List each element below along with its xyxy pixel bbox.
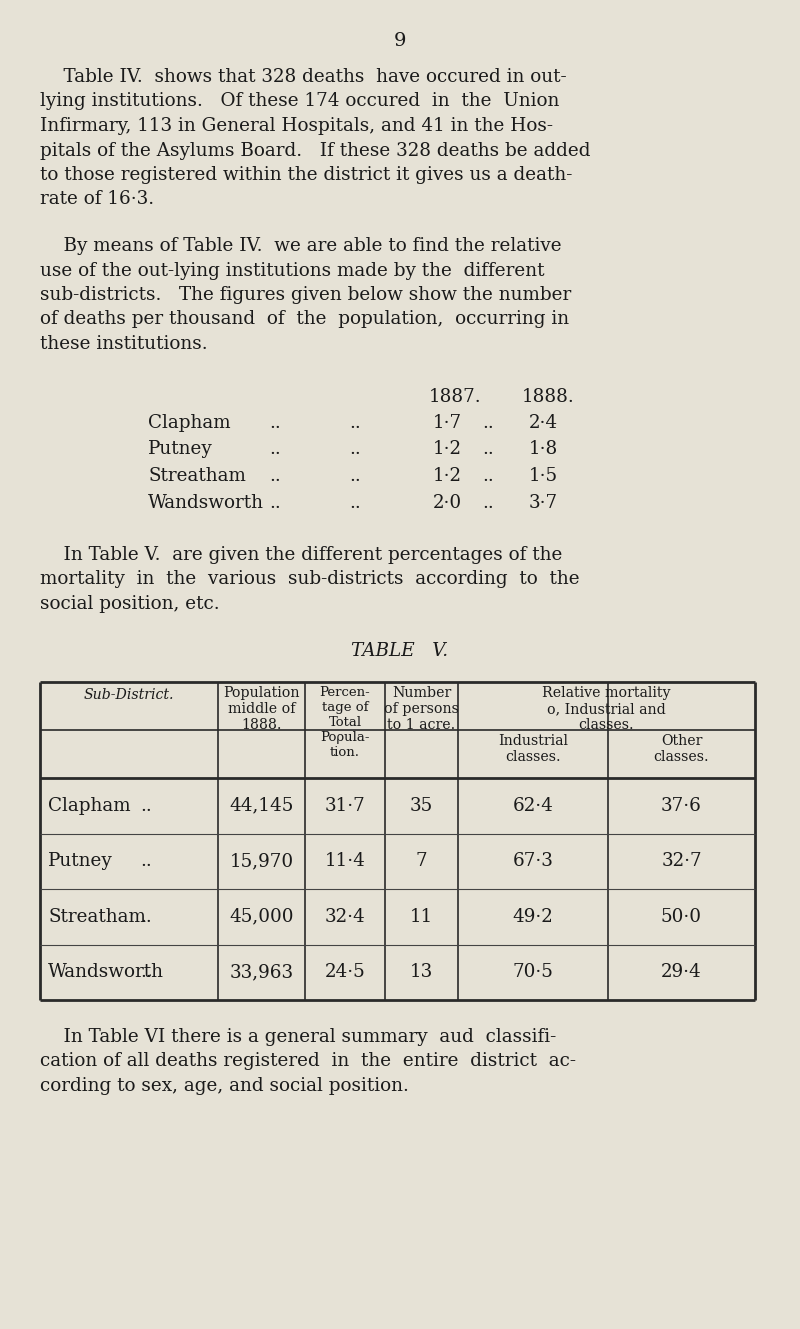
Text: use of the out-lying institutions made by the  different: use of the out-lying institutions made b… xyxy=(40,262,545,279)
Text: 44,145: 44,145 xyxy=(230,797,294,815)
Text: 1888.: 1888. xyxy=(522,388,574,405)
Text: 1·8: 1·8 xyxy=(528,440,558,459)
Text: 31·7: 31·7 xyxy=(325,797,366,815)
Text: 13: 13 xyxy=(410,964,433,981)
Text: these institutions.: these institutions. xyxy=(40,335,208,354)
Text: ..: .. xyxy=(269,440,281,459)
Text: Streatham: Streatham xyxy=(48,908,146,926)
Text: ..: .. xyxy=(269,466,281,485)
Text: ..: .. xyxy=(349,415,361,432)
Text: to those registered within the district it gives us a death-: to those registered within the district … xyxy=(40,166,572,183)
Text: Sub-District.: Sub-District. xyxy=(84,688,174,702)
Text: Putney: Putney xyxy=(48,852,113,870)
Text: By means of Table IV.  we are able to find the relative: By means of Table IV. we are able to fin… xyxy=(40,237,562,255)
Text: 2·4: 2·4 xyxy=(529,415,558,432)
Text: 62·4: 62·4 xyxy=(513,797,554,815)
Text: 15,970: 15,970 xyxy=(230,852,294,870)
Text: Other
classes.: Other classes. xyxy=(654,734,710,764)
Text: cording to sex, age, and social position.: cording to sex, age, and social position… xyxy=(40,1076,409,1095)
Text: 32·4: 32·4 xyxy=(325,908,366,926)
Text: 67·3: 67·3 xyxy=(513,852,554,870)
Text: In Table VI there is a general summary  aud  classifi-: In Table VI there is a general summary a… xyxy=(40,1029,556,1046)
Text: mortality  in  the  various  sub-districts  according  to  the: mortality in the various sub-districts a… xyxy=(40,570,580,589)
Text: 1·2: 1·2 xyxy=(433,440,462,459)
Text: 3·7: 3·7 xyxy=(529,493,558,512)
Text: Wandsworth: Wandsworth xyxy=(48,964,164,981)
Text: Relative mortality
o, Industrial and
classes.: Relative mortality o, Industrial and cla… xyxy=(542,686,670,732)
Text: ..: .. xyxy=(482,440,494,459)
Text: ..: .. xyxy=(140,797,152,815)
Text: Clapham: Clapham xyxy=(148,415,230,432)
Text: lying institutions.   Of these 174 occured  in  the  Union: lying institutions. Of these 174 occured… xyxy=(40,93,559,110)
Text: Percen-
tage of
Total
Poρula-
tion.: Percen- tage of Total Poρula- tion. xyxy=(320,686,370,759)
Text: ..: .. xyxy=(349,440,361,459)
Text: rate of 16·3.: rate of 16·3. xyxy=(40,190,154,209)
Text: social position, etc.: social position, etc. xyxy=(40,595,220,613)
Text: In Table V.  are given the different percentages of the: In Table V. are given the different perc… xyxy=(40,546,562,563)
Text: 11: 11 xyxy=(410,908,433,926)
Text: Streatham: Streatham xyxy=(148,466,246,485)
Text: 7: 7 xyxy=(416,852,427,870)
Text: Industrial
classes.: Industrial classes. xyxy=(498,734,568,764)
Text: 1·7: 1·7 xyxy=(433,415,462,432)
Text: ..: .. xyxy=(140,852,152,870)
Text: 1·2: 1·2 xyxy=(433,466,462,485)
Text: TABLE   V.: TABLE V. xyxy=(351,642,449,659)
Text: 37·6: 37·6 xyxy=(661,797,702,815)
Text: 1887.: 1887. xyxy=(429,388,482,405)
Text: ..: .. xyxy=(269,493,281,512)
Text: Infirmary, 113 in General Hospitals, and 41 in the Hos-: Infirmary, 113 in General Hospitals, and… xyxy=(40,117,553,136)
Text: 33,963: 33,963 xyxy=(230,964,294,981)
Text: 11·4: 11·4 xyxy=(325,852,366,870)
Text: 32·7: 32·7 xyxy=(661,852,702,870)
Text: ..: .. xyxy=(269,415,281,432)
Text: 70·5: 70·5 xyxy=(513,964,554,981)
Text: ..: .. xyxy=(482,466,494,485)
Text: 2·0: 2·0 xyxy=(433,493,462,512)
Text: pitals of the Asylums Board.   If these 328 deaths be added: pitals of the Asylums Board. If these 32… xyxy=(40,141,590,159)
Text: ..: .. xyxy=(482,493,494,512)
Text: of deaths per thousand  of  the  population,  occurring in: of deaths per thousand of the population… xyxy=(40,311,569,328)
Text: 9: 9 xyxy=(394,32,406,51)
Text: ..: .. xyxy=(140,964,152,981)
Text: ..: .. xyxy=(349,466,361,485)
Text: ..: .. xyxy=(140,908,152,926)
Text: Number
of persons
to 1 acre.: Number of persons to 1 acre. xyxy=(384,686,459,732)
Text: 49·2: 49·2 xyxy=(513,908,554,926)
Text: Wandsworth: Wandsworth xyxy=(148,493,264,512)
Text: 24·5: 24·5 xyxy=(325,964,366,981)
Text: 45,000: 45,000 xyxy=(230,908,294,926)
Text: 50·0: 50·0 xyxy=(661,908,702,926)
Text: Putney: Putney xyxy=(148,440,213,459)
Text: Clapham: Clapham xyxy=(48,797,130,815)
Text: sub-districts.   The figures given below show the number: sub-districts. The figures given below s… xyxy=(40,286,571,304)
Text: 35: 35 xyxy=(410,797,433,815)
Text: ..: .. xyxy=(349,493,361,512)
Text: Table IV.  shows that 328 deaths  have occured in out-: Table IV. shows that 328 deaths have occ… xyxy=(40,68,566,86)
Text: 1·5: 1·5 xyxy=(529,466,558,485)
Text: cation of all deaths registered  in  the  entire  district  ac-: cation of all deaths registered in the e… xyxy=(40,1053,576,1070)
Text: ..: .. xyxy=(482,415,494,432)
Text: Population
middle of
1888.: Population middle of 1888. xyxy=(223,686,300,732)
Text: 29·4: 29·4 xyxy=(661,964,702,981)
